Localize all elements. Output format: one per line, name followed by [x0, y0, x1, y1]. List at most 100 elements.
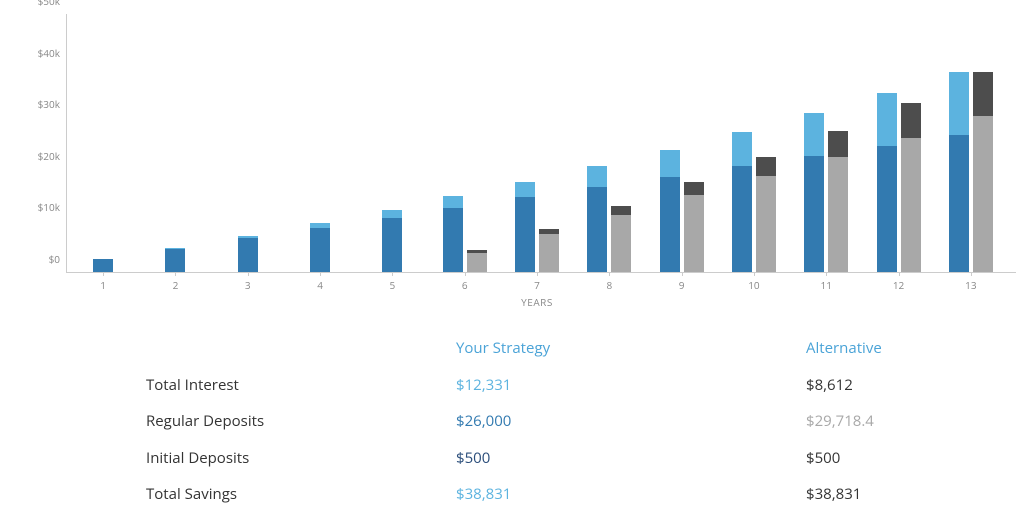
seg-alternative-interest — [973, 72, 993, 116]
chart: $0$10k$20k$30k$40k$50k 12345678910111213 — [16, 10, 1008, 273]
bar-alternative — [539, 229, 559, 272]
x-tick — [320, 272, 321, 276]
x-tick-label: 7 — [534, 278, 540, 292]
seg-alternative-deposits — [684, 195, 704, 272]
y-tick-label: $0 — [49, 252, 60, 266]
bar-alternative — [684, 182, 704, 272]
table-row-gutter — [16, 483, 146, 506]
bar-your-strategy — [443, 196, 463, 272]
seg-strategy-interest — [660, 150, 680, 177]
bar-your-strategy — [238, 236, 258, 272]
row-label-total-savings: Total Savings — [146, 483, 456, 506]
row-label-regular-deposits: Regular Deposits — [146, 410, 456, 433]
value-your-total-interest: $12,331 — [456, 374, 806, 397]
bar-your-strategy — [877, 93, 897, 272]
table-header-your-strategy[interactable]: Your Strategy — [456, 337, 806, 360]
bar-your-strategy — [165, 248, 185, 273]
x-tick — [392, 272, 393, 276]
seg-alternative-deposits — [973, 116, 993, 272]
value-alt-initial-deposits: $500 — [806, 447, 1008, 470]
seg-strategy-interest — [949, 72, 969, 136]
y-tick-label: $20k — [38, 149, 60, 163]
y-axis: $0$10k$20k$30k$40k$50k — [16, 10, 66, 272]
seg-alternative-interest — [756, 157, 776, 176]
table-row-gutter — [16, 374, 146, 397]
seg-strategy-deposits — [165, 249, 185, 272]
y-tick-label: $50k — [38, 0, 60, 8]
plot-area: 12345678910111213 — [66, 14, 1008, 273]
seg-strategy-deposits — [238, 238, 258, 272]
x-tick-label: 4 — [317, 278, 323, 292]
seg-alternative-deposits — [611, 215, 631, 273]
seg-strategy-interest — [443, 196, 463, 207]
bar-alternative — [756, 157, 776, 272]
value-alt-total-savings: $38,831 — [806, 483, 1008, 506]
bar-your-strategy — [310, 223, 330, 272]
seg-strategy-deposits — [443, 208, 463, 273]
x-tick-label: 9 — [679, 278, 685, 292]
bar-alternative — [901, 103, 921, 272]
value-your-initial-deposits: $500 — [456, 447, 806, 470]
seg-alternative-deposits — [756, 176, 776, 272]
value-alt-regular-deposits: $29,718.4 — [806, 410, 1008, 433]
bar-your-strategy — [93, 259, 113, 272]
bar-alternative — [467, 250, 487, 272]
x-tick — [754, 272, 755, 276]
seg-strategy-deposits — [732, 166, 752, 272]
seg-strategy-interest — [382, 210, 402, 218]
bar-your-strategy — [732, 132, 752, 272]
x-tick — [682, 272, 683, 276]
seg-strategy-deposits — [382, 218, 402, 272]
bar-your-strategy — [382, 210, 402, 272]
bar-your-strategy — [804, 113, 824, 272]
x-tick — [248, 272, 249, 276]
x-tick — [537, 272, 538, 276]
x-tick-label: 13 — [965, 278, 976, 292]
seg-strategy-deposits — [804, 156, 824, 272]
bar-alternative — [611, 206, 631, 272]
table-row-gutter — [16, 410, 146, 433]
seg-strategy-deposits — [310, 228, 330, 272]
seg-strategy-deposits — [949, 135, 969, 272]
row-label-initial-deposits: Initial Deposits — [146, 447, 456, 470]
bar-your-strategy — [660, 150, 680, 272]
seg-alternative-interest — [684, 182, 704, 195]
seg-alternative-deposits — [901, 138, 921, 272]
value-your-regular-deposits: $26,000 — [456, 410, 806, 433]
table-header-alternative[interactable]: Alternative — [806, 337, 1008, 360]
seg-strategy-interest — [587, 166, 607, 187]
x-axis-title: YEARS — [66, 295, 1008, 309]
x-tick-label: 6 — [462, 278, 468, 292]
seg-strategy-deposits — [93, 259, 113, 272]
table-header-blank — [146, 337, 456, 360]
seg-strategy-deposits — [587, 187, 607, 272]
x-tick — [971, 272, 972, 276]
savings-comparison: $0$10k$20k$30k$40k$50k 12345678910111213… — [0, 0, 1024, 526]
x-tick-label: 12 — [893, 278, 904, 292]
x-tick-label: 1 — [100, 278, 106, 292]
x-tick — [465, 272, 466, 276]
seg-strategy-interest — [732, 132, 752, 167]
x-tick — [899, 272, 900, 276]
bar-alternative — [973, 72, 993, 272]
y-tick-label: $30k — [38, 97, 60, 111]
x-tick-label: 5 — [390, 278, 396, 292]
seg-alternative-deposits — [539, 234, 559, 272]
x-tick — [175, 272, 176, 276]
seg-strategy-deposits — [877, 146, 897, 272]
seg-strategy-interest — [515, 182, 535, 197]
table-header-blank — [16, 337, 146, 360]
x-tick-label: 2 — [173, 278, 179, 292]
seg-strategy-interest — [804, 113, 824, 156]
bar-your-strategy — [515, 182, 535, 272]
x-tick — [103, 272, 104, 276]
summary-table: Your Strategy Alternative Total Interest… — [16, 337, 1008, 506]
x-tick-label: 8 — [606, 278, 612, 292]
bar-your-strategy — [587, 166, 607, 272]
bar-alternative — [828, 131, 848, 272]
y-tick-label: $10k — [38, 200, 60, 214]
bar-your-strategy — [949, 72, 969, 272]
x-tick — [609, 272, 610, 276]
seg-alternative-deposits — [828, 157, 848, 272]
seg-strategy-deposits — [660, 177, 680, 272]
